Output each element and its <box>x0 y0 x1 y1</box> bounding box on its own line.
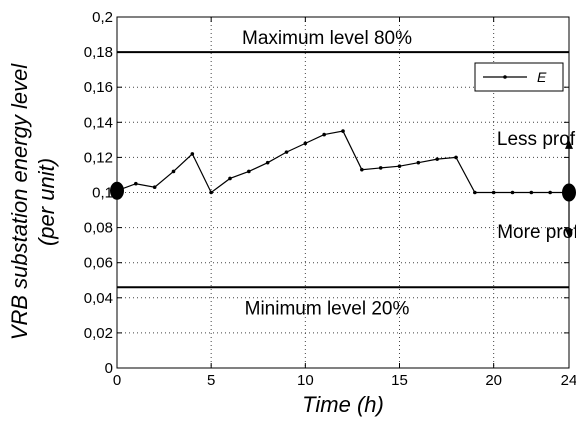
legend-entry: E <box>537 69 547 85</box>
y-tick-label: 0 <box>105 360 113 377</box>
data-point <box>548 190 552 195</box>
tick-labels: 0 5 10 15 20 24 0 0,02 0,04 0,06 0,08 0,1 0,12 0,14 0,… <box>84 9 576 389</box>
y-tick-label: 0,18 <box>84 44 113 61</box>
y-tick-label: 0,2 <box>92 9 113 26</box>
reference-lines <box>117 51 569 289</box>
data-point <box>341 129 345 133</box>
data-point <box>360 167 364 172</box>
data-point <box>284 150 289 154</box>
annotations: Maximum level 80% Minimum level 20% Less p… <box>242 28 576 319</box>
y-axis-label: VRB substation energy level <box>7 63 32 340</box>
data-point <box>378 166 383 170</box>
data-point <box>134 181 138 186</box>
y-axis-label-unit: (per unit) <box>34 158 59 246</box>
reference-line-label: Minimum level 20% <box>245 298 410 319</box>
data-point <box>303 141 308 146</box>
y-tick-label: 0,16 <box>84 79 113 96</box>
plot-frame <box>116 16 570 369</box>
y-tick-label: 0,14 <box>84 114 113 131</box>
data-point <box>397 164 402 168</box>
y-tick-label: 0,04 <box>84 290 113 307</box>
x-tick-label: 24 <box>561 372 576 389</box>
x-tick-label: 0 <box>113 372 121 389</box>
annotation-label: More profit <box>497 222 576 243</box>
data-point <box>491 190 496 195</box>
y-tick-label: 0,06 <box>84 255 113 272</box>
data-point <box>510 190 515 195</box>
x-tick-label: 5 <box>207 372 215 389</box>
x-tick-label: 20 <box>485 372 502 389</box>
y-tick-label: 0,02 <box>84 325 113 342</box>
data-point <box>228 176 232 181</box>
x-tick-label: 10 <box>297 372 314 389</box>
y-tick-label: 0,1 <box>92 185 113 202</box>
x-axis-label: Time (h) <box>302 392 384 417</box>
data-point <box>247 169 251 174</box>
data-point <box>454 155 458 160</box>
data-point <box>416 160 421 165</box>
data-point <box>209 190 213 195</box>
data-point <box>152 185 157 190</box>
data-point <box>265 160 270 165</box>
annotation-label: Less profit <box>497 129 576 150</box>
reference-line-label: Maximum level 80% <box>242 28 412 49</box>
data-point <box>322 132 326 137</box>
data-point <box>473 190 477 195</box>
y-tick-label: 0,08 <box>84 220 113 237</box>
data-point <box>171 169 176 174</box>
data-point <box>190 152 195 156</box>
y-tick-label: 0,12 <box>84 149 113 166</box>
legend-marker <box>503 75 507 79</box>
data-point <box>435 157 439 161</box>
legend: E <box>474 62 564 92</box>
data-point <box>529 190 534 195</box>
x-tick-label: 15 <box>391 372 408 389</box>
